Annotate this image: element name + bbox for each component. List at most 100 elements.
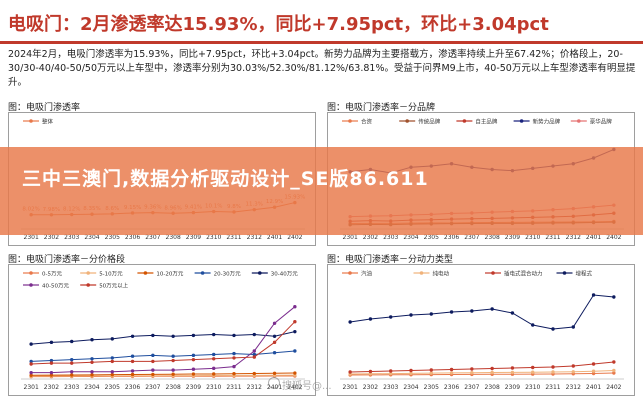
legend-marker	[419, 271, 424, 275]
data-point	[171, 334, 175, 338]
data-point	[49, 340, 54, 345]
data-point	[29, 359, 33, 364]
legend-marker	[29, 271, 33, 275]
data-point	[110, 359, 114, 364]
x-tick-label: 2306	[125, 234, 140, 241]
legend-marker	[258, 271, 262, 275]
x-tick-label: 2312	[566, 234, 581, 241]
legend-label: 纯电动	[433, 270, 450, 278]
brand-chart-title: 图：电吸门渗透率－分品牌	[327, 103, 436, 113]
data-point	[29, 342, 33, 346]
legend-label: 50万元以上	[99, 282, 128, 290]
data-point	[470, 309, 474, 313]
data-point	[429, 312, 433, 316]
legend-label: 自主品牌	[475, 118, 498, 126]
data-point	[531, 365, 535, 370]
summary-paragraph: 2024年2月，电吸门渗透率为15.93%，同比+7.95pct，环比+3.04…	[8, 49, 636, 88]
x-tick-label: 2311	[545, 384, 560, 391]
data-point	[429, 368, 433, 372]
legend-label: 30-40万元	[271, 271, 298, 278]
data-point	[252, 371, 256, 376]
x-tick-label: 2308	[166, 384, 181, 391]
x-tick-label: 2310	[206, 384, 221, 391]
data-point	[531, 323, 535, 327]
x-tick-label: 2302	[44, 234, 59, 241]
x-tick-label: 2301	[24, 384, 39, 391]
legend-label: 20-30万元	[214, 271, 241, 278]
legend-label: 整体	[42, 118, 54, 126]
x-tick-label: 2309	[505, 384, 520, 391]
x-tick-label: 2307	[464, 234, 479, 241]
x-tick-label: 2310	[525, 234, 540, 241]
legend-label: 豪华品牌	[590, 118, 613, 126]
data-point	[252, 332, 256, 337]
x-tick-label: 2309	[186, 384, 201, 391]
data-point	[272, 351, 277, 355]
x-tick-label: 2302	[363, 234, 378, 241]
legend-marker	[405, 119, 409, 123]
data-point	[490, 370, 494, 375]
data-point	[191, 367, 196, 371]
legend-marker	[29, 119, 33, 123]
price-segment-chart-svg: 0-5万元 5-10万元 10-20万元 20-30万元 30-40万元 40-50万元 5…	[21, 271, 305, 391]
series-line	[31, 306, 296, 374]
data-point	[551, 327, 555, 331]
series-line	[350, 361, 614, 373]
data-point	[191, 353, 196, 358]
legend-label: 合资	[361, 118, 373, 126]
data-point	[490, 366, 494, 371]
legend-marker	[200, 271, 205, 275]
data-point	[591, 362, 596, 366]
x-tick-label: 2309	[505, 234, 520, 241]
legend-marker	[577, 119, 581, 123]
data-point	[591, 293, 596, 297]
x-tick-label: 2402	[606, 234, 621, 241]
legend-marker	[86, 271, 90, 275]
price-segment-chart-title: 图：电吸门渗透率－分价格段	[8, 255, 126, 265]
series-line	[31, 372, 295, 376]
data-point	[70, 357, 74, 362]
data-point	[151, 359, 155, 364]
x-tick-label: 2304	[403, 384, 418, 391]
data-point	[551, 370, 555, 374]
data-point	[252, 349, 256, 353]
data-point	[49, 358, 54, 363]
data-point	[612, 371, 616, 375]
legend-marker	[86, 283, 90, 287]
data-point	[90, 360, 94, 364]
watermark-text: 搜狐号@...	[282, 381, 332, 392]
data-point	[470, 367, 474, 371]
legend-marker	[519, 119, 524, 123]
data-point	[348, 370, 352, 374]
data-point	[130, 372, 135, 377]
x-tick-label: 2308	[485, 234, 500, 241]
data-point	[151, 333, 155, 338]
data-point	[29, 362, 33, 366]
x-tick-label: 2310	[525, 384, 540, 391]
data-point	[252, 352, 256, 357]
x-tick-label: 2308	[166, 234, 181, 241]
data-point	[212, 332, 216, 337]
data-point	[70, 361, 74, 365]
series-line	[350, 370, 614, 375]
series-line	[350, 294, 614, 330]
data-point	[272, 321, 277, 325]
data-point	[130, 369, 135, 373]
x-tick-label: 2402	[287, 234, 302, 241]
data-point	[531, 370, 535, 374]
data-point	[510, 366, 515, 370]
data-point	[90, 357, 94, 361]
data-point	[348, 320, 352, 324]
data-point	[191, 333, 196, 338]
data-point	[151, 353, 155, 358]
legend-marker	[491, 271, 495, 275]
data-point	[272, 340, 277, 345]
data-point	[293, 329, 297, 334]
overlay-banner-text[interactable]: 三中三澳门,数据分析驱动设计_SE版86.611	[22, 168, 429, 190]
overlay-banner[interactable]	[0, 147, 643, 235]
data-point	[232, 372, 236, 376]
data-point	[389, 371, 393, 376]
penetration-chart-title: 图：电吸门渗透率	[8, 103, 81, 113]
data-point	[130, 334, 135, 338]
x-tick-label: 2306	[444, 234, 459, 241]
